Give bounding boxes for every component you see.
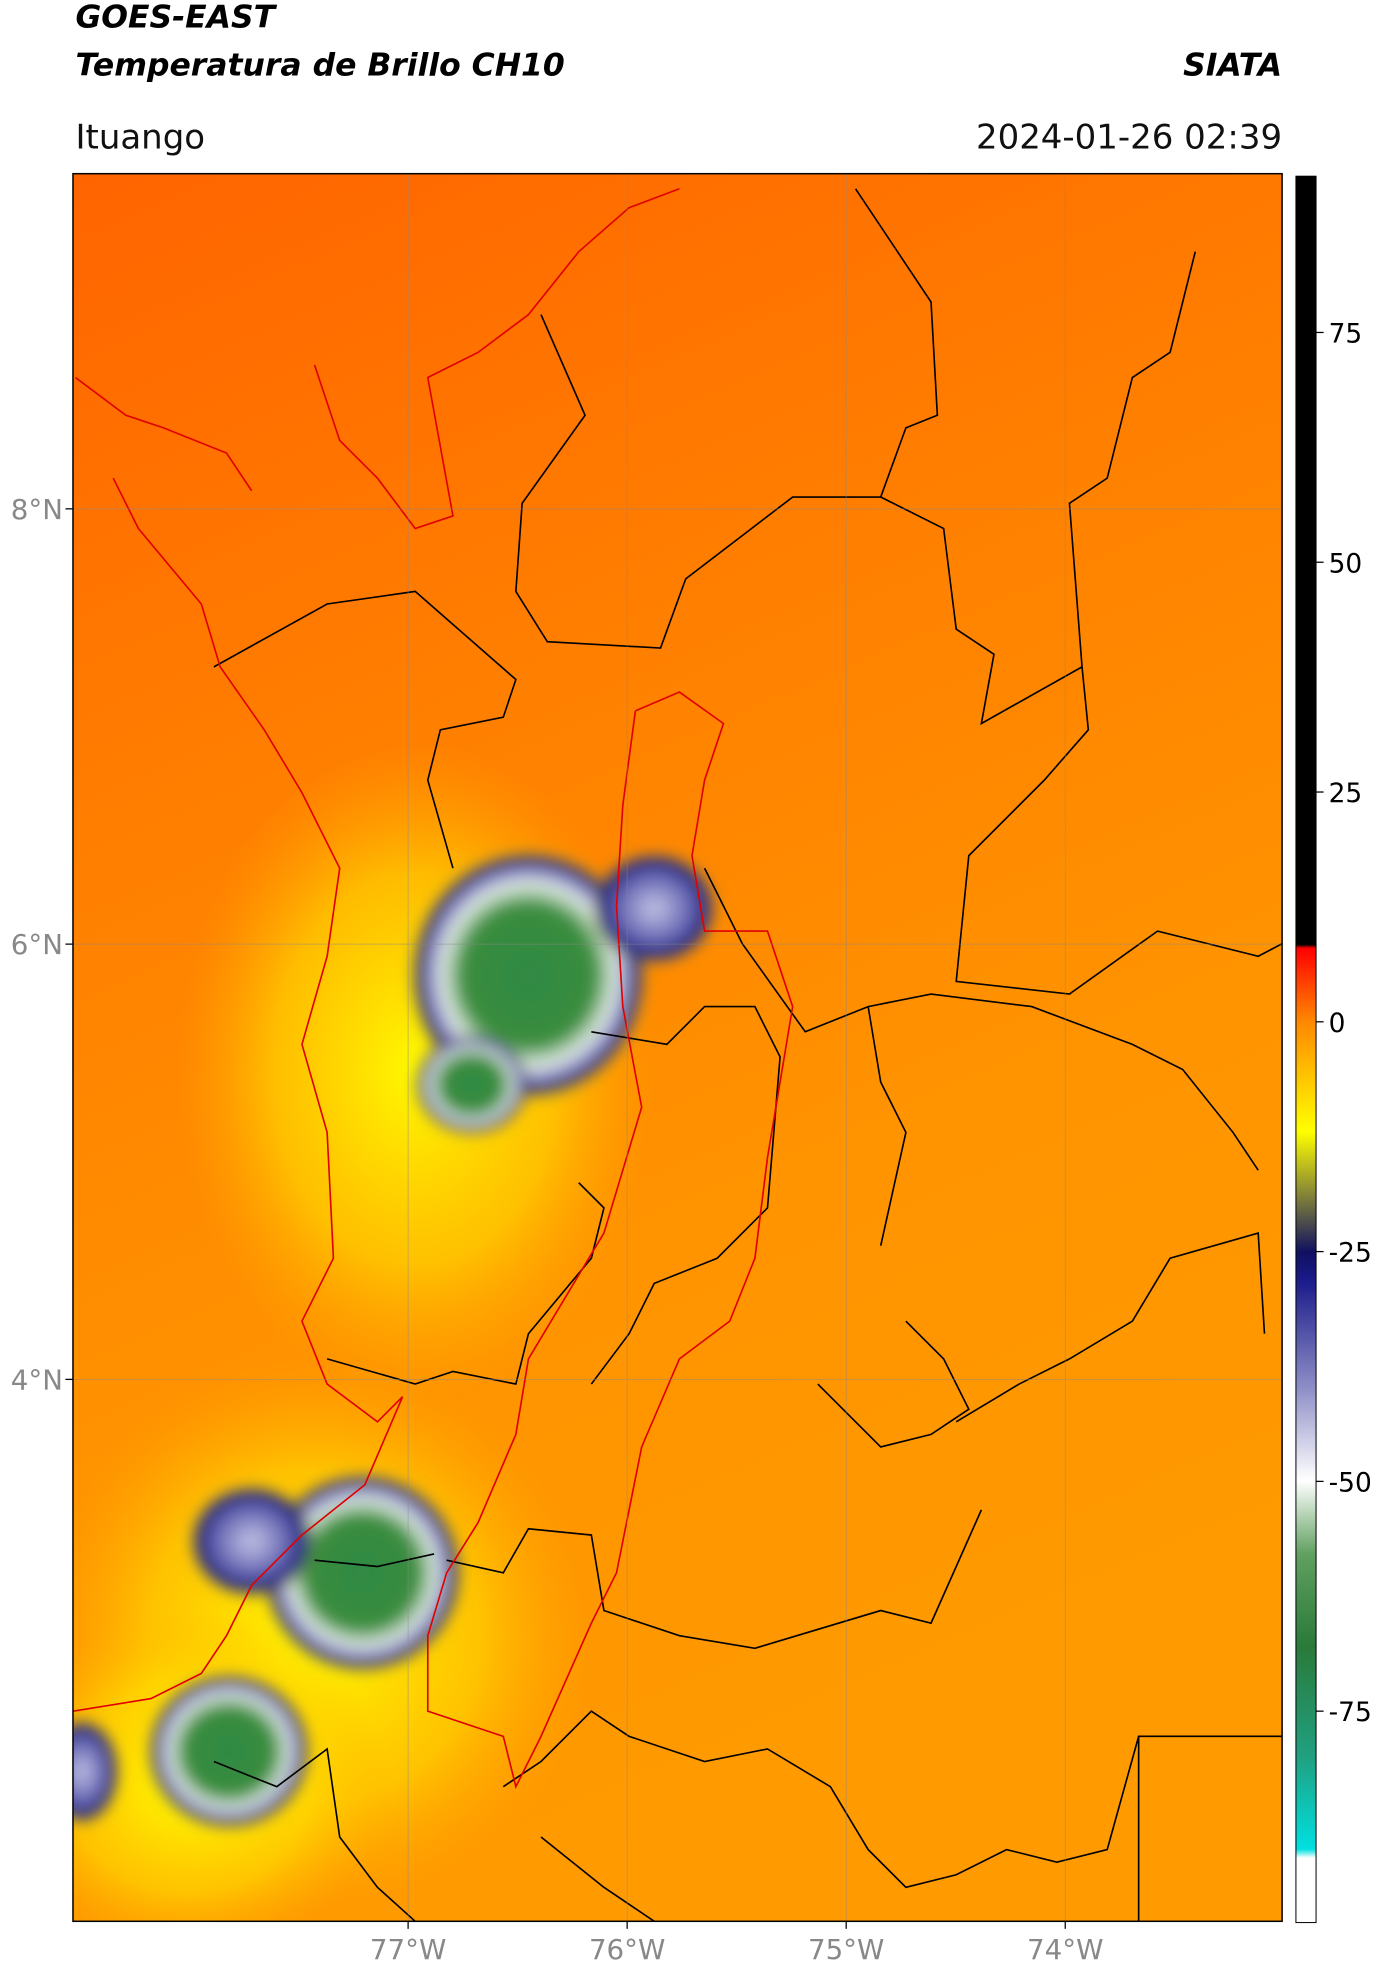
source: SIATA [1183,48,1282,84]
colorbar-tick-label: -75 [1329,1697,1372,1728]
y-tick-label: 6°N [11,928,63,961]
x-tick-label: 76°W [589,1933,665,1966]
map-image [72,173,1283,1922]
colorbar-tick-label: -25 [1329,1238,1372,1269]
subtitle: Temperatura de Brillo CH10 [75,48,564,84]
colorbar-tick-label: 0 [1329,1008,1346,1039]
x-tick-label: 74°W [1027,1933,1103,1966]
colorbar-tick-label: -50 [1329,1467,1372,1498]
colorbar-tick-label: 75 [1329,319,1363,350]
y-tick-label: 8°N [11,493,63,526]
location: Ituango [75,118,205,158]
colorbar-tick-label: 25 [1329,778,1363,809]
colorbar [1295,175,1317,1924]
y-tick-label: 4°N [11,1363,63,1396]
title: GOES-EAST [75,0,277,36]
x-tick-label: 77°W [370,1933,446,1966]
grid-layer [72,173,1283,1922]
map-frame [72,172,1283,1923]
timestamp: 2024-01-26 02:39 [976,118,1282,158]
colorbar-tick-label: 50 [1329,548,1363,579]
x-tick-label: 75°W [808,1933,884,1966]
